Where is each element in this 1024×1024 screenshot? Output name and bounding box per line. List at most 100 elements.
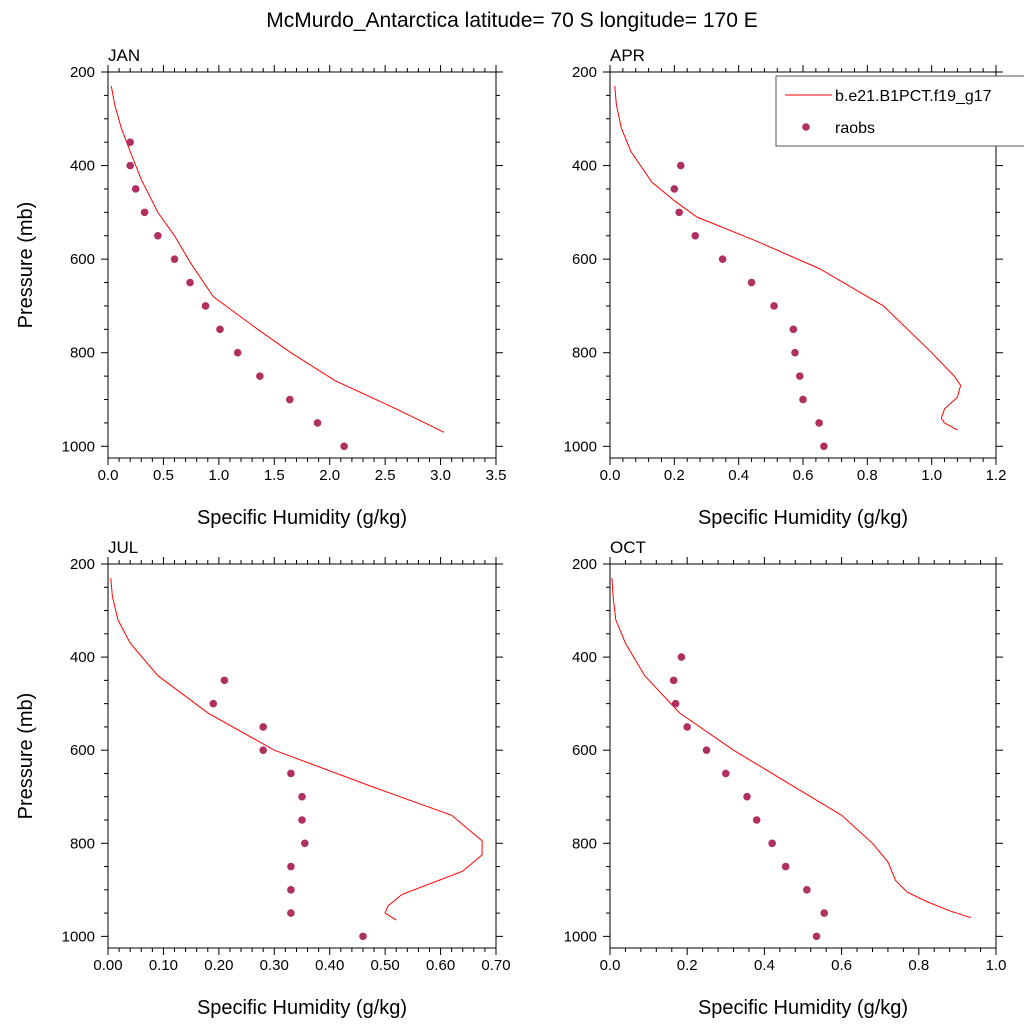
figure-title: McMurdo_Antarctica latitude= 70 S longit…	[266, 9, 757, 32]
panel-oct: OCT 0.0 0.2 0.4 0.6 0.8 1.0 200 400 600 800 1000 Spe…	[564, 538, 1007, 1019]
raobs-point	[201, 302, 210, 310]
raobs-point	[669, 676, 678, 685]
raobs-point	[820, 909, 829, 917]
y-tick-label: 600	[572, 742, 597, 759]
raobs-point	[131, 185, 140, 193]
raobs-point	[287, 909, 295, 917]
y-tick-label: 400	[70, 158, 95, 175]
panel-jul: JUL 0.00 0.10 0.20 0.30 0.40 0.50 0.60 0.70 200 40…	[15, 538, 511, 1019]
x-tick-label: 0.5	[153, 467, 174, 484]
y-tick-label: 200	[572, 64, 597, 81]
model-line	[110, 577, 483, 921]
raobs-point	[259, 723, 268, 731]
plot-frame	[609, 563, 997, 949]
raobs-point	[298, 792, 306, 801]
x-tick-label: 0.6	[793, 467, 814, 484]
raobs-point	[259, 746, 268, 754]
raobs-point	[313, 419, 322, 427]
panel-title: JAN	[108, 46, 140, 65]
panels: JAN 0.0 0.5 1.0 1.5 2.0 2.5 3.0 3.5 200 400 600 800 1…	[15, 46, 1006, 1019]
x-tick-label: 1.0	[921, 467, 942, 484]
y-tick-label: 600	[70, 742, 95, 759]
raobs-point	[675, 208, 683, 217]
panel-jan: JAN 0.0 0.5 1.0 1.5 2.0 2.5 3.0 3.5 200 400 600 800 1…	[15, 46, 506, 529]
raobs-point	[722, 769, 730, 778]
x-tick-label: 0.2	[664, 467, 685, 484]
raobs-point	[154, 231, 162, 240]
raobs-point	[718, 255, 727, 263]
raobs-point	[126, 138, 134, 146]
x-tick-label: 0.8	[908, 957, 929, 974]
model-line	[110, 85, 445, 433]
raobs-point	[789, 325, 798, 334]
x-tick-label: 0.0	[98, 467, 119, 484]
y-tick-label: 1000	[564, 928, 597, 945]
raobs-point	[752, 816, 761, 824]
model-line	[614, 85, 962, 431]
x-tick-label: 0.00	[93, 957, 122, 974]
raobs-point	[768, 839, 776, 848]
y-tick-label: 400	[572, 649, 597, 666]
x-tick-label: 0.50	[371, 957, 400, 974]
x-tick-label: 0.70	[481, 957, 510, 974]
raobs-point	[747, 278, 756, 287]
raobs-point	[170, 255, 179, 263]
raobs-point	[795, 372, 804, 380]
model-line	[611, 577, 972, 919]
raobs-point	[216, 325, 224, 334]
x-tick-label: 1.5	[264, 467, 285, 484]
x-tick-label: 0.40	[315, 957, 344, 974]
x-tick-label: 0.0	[600, 467, 621, 484]
x-tick-label: 0.20	[204, 957, 233, 974]
y-tick-label: 600	[572, 251, 597, 268]
y-tick-label: 1000	[62, 438, 95, 455]
y-tick-label: 1000	[62, 928, 95, 945]
panel-title: JUL	[108, 538, 138, 557]
x-tick-label: 0.2	[677, 957, 698, 974]
y-tick-label: 800	[572, 835, 597, 852]
x-tick-label: 2.0	[319, 467, 340, 484]
legend-obs-marker	[802, 123, 810, 131]
x-tick-label: 0.4	[728, 467, 749, 484]
raobs-point	[691, 231, 700, 240]
x-tick-label: 0.8	[857, 467, 878, 484]
y-axis-label: Pressure (mb)	[15, 202, 37, 329]
raobs-point	[140, 208, 149, 217]
plot-frame	[107, 71, 497, 459]
x-tick-label: 1.0	[986, 957, 1007, 974]
y-tick-label: 800	[70, 345, 95, 362]
raobs-point	[799, 395, 807, 404]
raobs-point	[359, 932, 367, 941]
y-tick-label: 400	[572, 158, 597, 175]
x-tick-label: 0.30	[260, 957, 289, 974]
x-tick-label: 0.10	[149, 957, 178, 974]
raobs-point	[812, 932, 821, 941]
raobs-point	[340, 442, 348, 451]
y-tick-label: 400	[70, 649, 95, 666]
x-axis-label: Specific Humidity (g/kg)	[698, 997, 908, 1019]
x-tick-label: 1.2	[986, 467, 1007, 484]
y-axis-label: Pressure (mb)	[15, 693, 37, 820]
legend-model-label: b.e21.B1PCT.f19_g17	[835, 88, 992, 105]
raobs-point	[770, 302, 778, 310]
raobs-point	[803, 886, 811, 894]
raobs-point	[298, 816, 306, 824]
raobs-point	[300, 839, 309, 848]
raobs-point	[702, 746, 711, 754]
plot-frame	[107, 563, 497, 949]
x-axis-label: Specific Humidity (g/kg)	[698, 507, 908, 529]
x-tick-label: 3.0	[430, 467, 451, 484]
raobs-point	[683, 723, 691, 731]
y-tick-label: 800	[70, 835, 95, 852]
x-tick-label: 0.4	[754, 957, 775, 974]
raobs-point	[233, 348, 242, 357]
y-tick-label: 200	[70, 556, 95, 573]
y-tick-label: 200	[572, 556, 597, 573]
raobs-point	[220, 676, 229, 685]
x-tick-label: 0.6	[831, 957, 852, 974]
raobs-point	[186, 278, 194, 287]
raobs-point	[126, 161, 134, 170]
legend-obs-label: raobs	[835, 120, 875, 137]
raobs-point	[287, 886, 295, 894]
